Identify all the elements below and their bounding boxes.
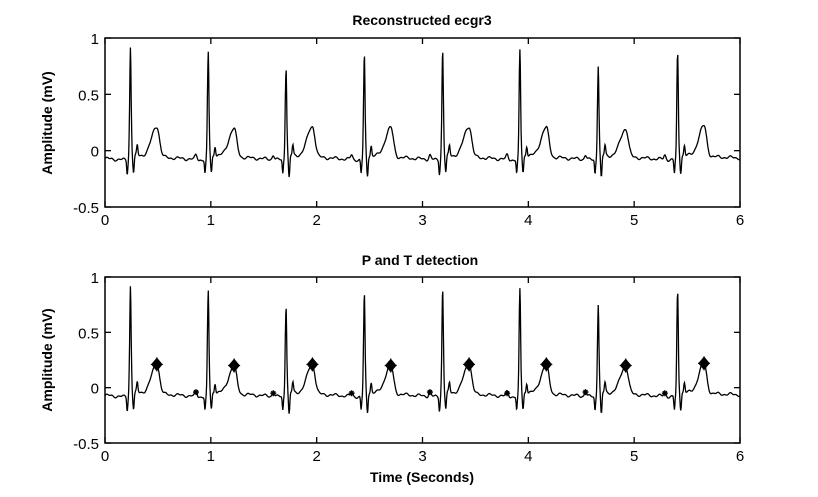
axes-box: [104, 276, 741, 444]
y-tick-label: 0.5: [78, 87, 99, 104]
p-wave-marker: [270, 390, 277, 397]
p-wave-marker: [504, 390, 511, 397]
p-wave-marker: [661, 390, 668, 397]
y-tick-label: 1: [91, 270, 99, 287]
t-wave-marker: [228, 358, 241, 373]
t-wave-marker: [619, 358, 632, 373]
t-wave-marker: [384, 358, 397, 373]
x-tick-label: 5: [630, 448, 638, 465]
p-wave-marker: [193, 389, 200, 396]
x-tick-label: 6: [736, 448, 744, 465]
x-tick-label: 0: [101, 212, 109, 229]
x-tick-label: 6: [736, 212, 744, 229]
axes-p-t-detection: P and T detection Amplitude (mV) Time (S…: [39, 252, 744, 485]
y-tick-label: 0: [91, 144, 99, 161]
p-wave-marker: [426, 389, 433, 396]
x-tick-label: 3: [418, 448, 426, 465]
y-tick-label: 0: [91, 381, 99, 398]
t-wave-marker: [698, 356, 711, 371]
y-axis-label: Amplitude (mV): [39, 308, 55, 411]
x-tick-label: 1: [207, 448, 215, 465]
x-tick-label: 5: [630, 212, 638, 229]
p-wave-marker: [348, 390, 355, 397]
t-wave-marker: [463, 357, 476, 372]
x-tick-label: 4: [524, 448, 532, 465]
x-tick-label: 1: [207, 212, 215, 229]
axes-box: [104, 37, 741, 208]
ecg-signal-line: [105, 47, 740, 178]
x-tick-label: 4: [524, 212, 532, 229]
x-tick-label: 3: [418, 212, 426, 229]
x-tick-label: 2: [312, 212, 320, 229]
x-axis-label: Time (Seconds): [370, 469, 474, 485]
ecg-signal-line: [105, 286, 740, 414]
y-tick-label: -0.5: [73, 436, 99, 453]
t-wave-marker: [540, 357, 553, 372]
y-tick-label: 0.5: [78, 325, 99, 342]
x-tick-label: 0: [101, 448, 109, 465]
chart-title: Reconstructed ecgr3: [352, 12, 491, 28]
y-tick-label: 1: [91, 31, 99, 48]
axes-reconstructed-ecg: Reconstructed ecgr3 Amplitude (mV) 0 1 2 3 4…: [39, 12, 744, 229]
x-tick-label: 2: [312, 448, 320, 465]
y-axis-label: Amplitude (mV): [39, 71, 55, 174]
p-wave-marker: [582, 389, 589, 396]
chart-title: P and T detection: [362, 252, 478, 268]
t-wave-marker: [150, 357, 163, 372]
y-tick-label: -0.5: [73, 200, 99, 217]
t-wave-marker: [306, 357, 319, 372]
